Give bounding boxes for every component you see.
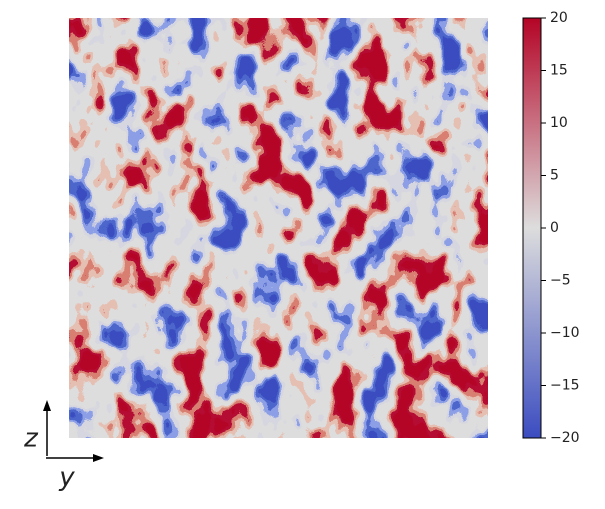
colorbar-tick-label: −20 [550, 430, 580, 446]
y-arrowhead [93, 454, 104, 462]
heatmap-field [69, 18, 488, 438]
z-axis-label: z [23, 424, 39, 454]
y-axis-label: y [58, 463, 75, 493]
colorbar-tick-label: −5 [550, 273, 571, 289]
colorbar-tick-label: −10 [550, 325, 580, 341]
colorbar-tick-label: 20 [550, 10, 568, 26]
colorbar [522, 17, 542, 439]
colorbar-tick-label: 0 [550, 220, 559, 236]
z-arrowhead [43, 400, 51, 411]
colorbar-tick-label: 15 [550, 63, 568, 79]
colorbar-tick-label: −15 [550, 378, 580, 394]
colorbar-tick-label: 10 [550, 115, 568, 131]
colorbar-tick-label: 5 [550, 168, 559, 184]
